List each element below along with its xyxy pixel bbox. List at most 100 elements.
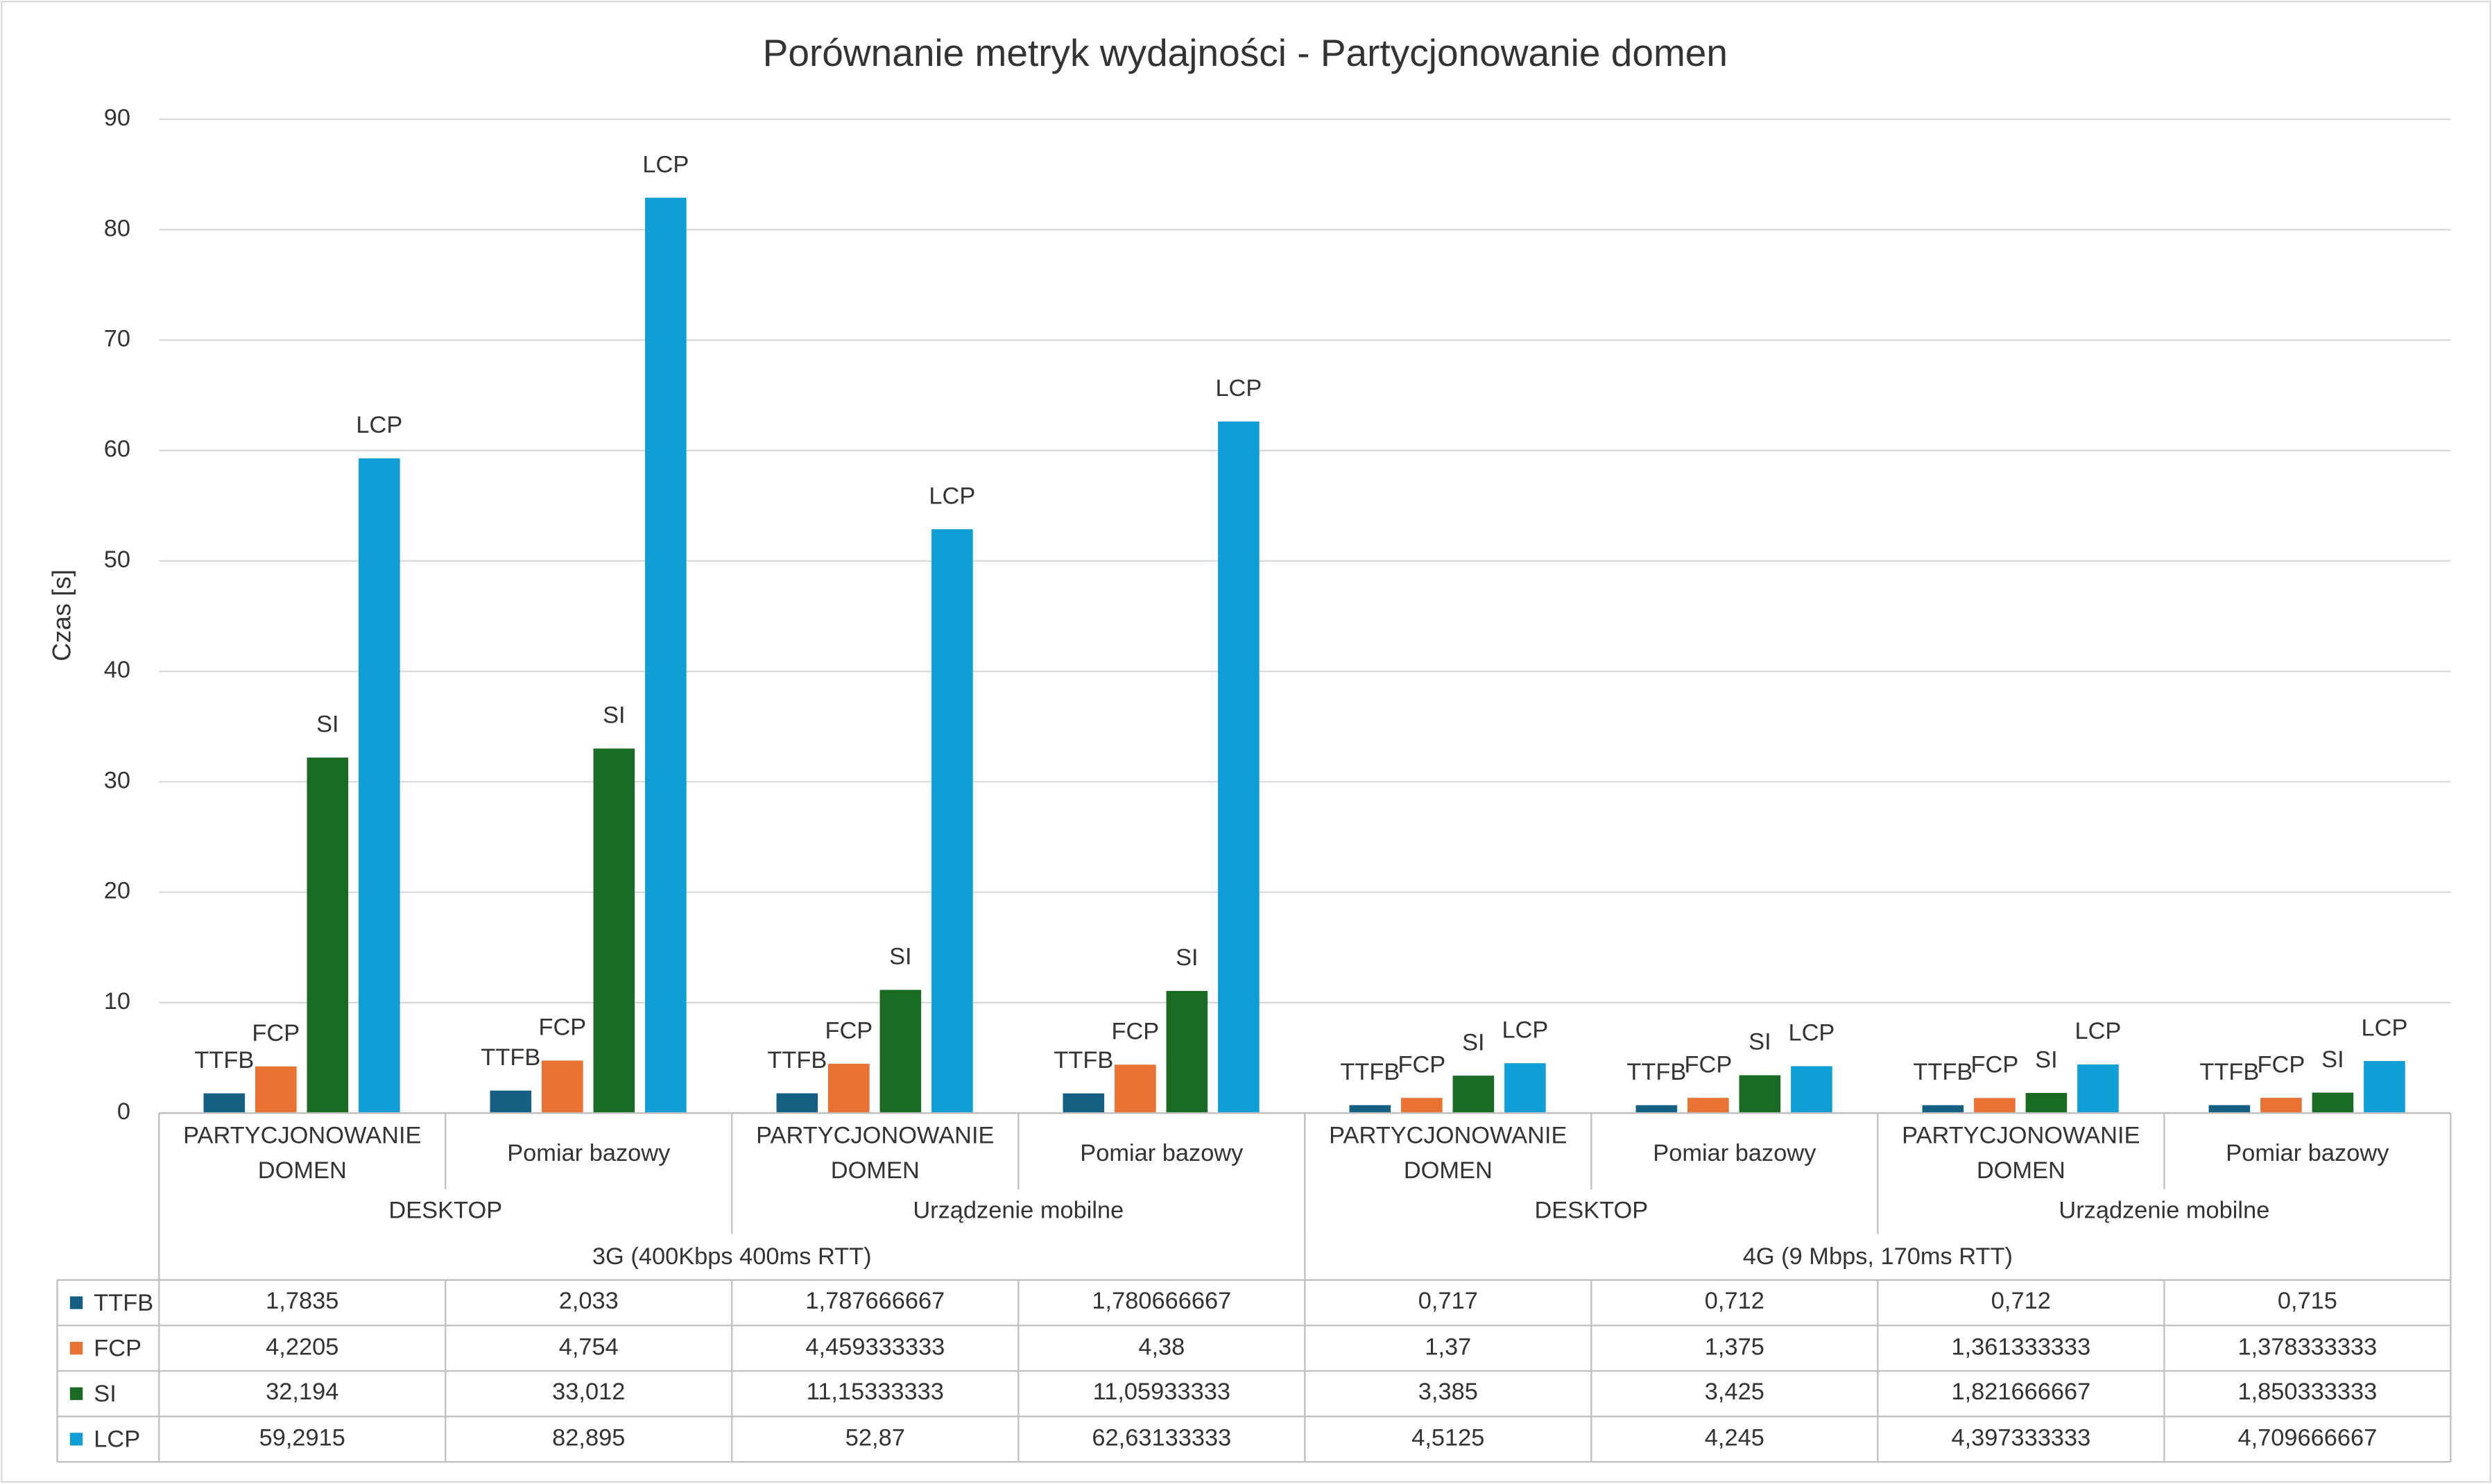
bar-label: LCP — [1215, 375, 1262, 402]
bar — [255, 1066, 297, 1114]
bar-label: LCP — [2074, 1018, 2121, 1044]
bar — [1504, 1063, 1546, 1114]
cell-box: 4,2205 — [266, 1334, 338, 1361]
category-label: Pomiar bazowy — [2226, 1140, 2389, 1168]
table-value: 0,712 — [1991, 1288, 2051, 1315]
y-tick-label: 60 — [104, 436, 130, 463]
bar — [776, 1093, 818, 1114]
bar-label: LCP — [642, 151, 689, 178]
bar — [542, 1060, 583, 1114]
cell-box: Urządzenie mobilne — [2059, 1197, 2270, 1225]
bar-label: TTFB — [1340, 1059, 1400, 1085]
legend-swatch — [69, 1296, 83, 1309]
group-label: 4G (9 Mbps, 170ms RTT) — [1742, 1242, 2013, 1270]
bar — [1922, 1105, 1964, 1114]
cell-box: Urządzenie mobilne — [913, 1198, 1124, 1225]
bar — [1401, 1098, 1443, 1114]
cell-box: 1,378333333 — [2237, 1334, 2378, 1361]
table-value: 0,717 — [1418, 1288, 1478, 1315]
table-value: 59,2915 — [259, 1424, 345, 1452]
table-value: 11,05933333 — [1092, 1379, 1230, 1407]
cell-box: 4G (9 Mbps, 170ms RTT) — [1742, 1242, 2013, 1270]
table-value: 1,821666667 — [1951, 1379, 2091, 1407]
bar — [1452, 1076, 1495, 1114]
category-label: PARTYCJONOWANIE DOMEN — [1902, 1122, 2140, 1185]
table-value: 2,033 — [558, 1288, 619, 1315]
table-value: 11,15333333 — [806, 1379, 944, 1407]
bar-label: SI — [2035, 1046, 2057, 1073]
bar-label: LCP — [2362, 1015, 2408, 1041]
cell-box: 0,712 — [1704, 1288, 1764, 1315]
bar — [1687, 1098, 1729, 1114]
cell-box: 1,850333333 — [2237, 1379, 2378, 1407]
cell-box: PARTYCJONOWANIE DOMEN — [183, 1123, 421, 1184]
table-value: 0,712 — [1704, 1288, 1764, 1315]
cell-box: 4,709666667 — [2237, 1425, 2377, 1452]
table-value: 1,850333333 — [2237, 1379, 2378, 1407]
table-value: 4,754 — [558, 1334, 619, 1361]
y-tick-label: 80 — [104, 215, 130, 241]
bar-label: LCP — [356, 412, 402, 438]
table-value: 4,38 — [1138, 1334, 1185, 1361]
bar — [1166, 990, 1208, 1114]
table-value: 3,385 — [1418, 1379, 1478, 1407]
bar — [2260, 1098, 2302, 1114]
bar — [1218, 421, 1260, 1114]
cell-box: 0,717 — [1418, 1288, 1478, 1315]
bar-label: SI — [1462, 1029, 1484, 1055]
group-label: 3G (400Kbps 400ms RTT) — [592, 1242, 872, 1270]
table-value: 52,87 — [845, 1424, 905, 1452]
bar-label: FCP — [1398, 1051, 1445, 1078]
cell-box: DESKTOP — [1534, 1198, 1648, 1225]
y-tick-label: 50 — [104, 546, 130, 573]
cell-box: 3,425 — [1705, 1379, 1764, 1406]
bar — [828, 1064, 870, 1114]
bar-label: TTFB — [1054, 1047, 1113, 1073]
bar — [2025, 1093, 2068, 1114]
bar-label: TTFB — [2199, 1059, 2259, 1085]
bar-label: SI — [603, 702, 625, 729]
category-label: Pomiar bazowy — [1080, 1140, 1244, 1168]
cell-box: 11,05933333 — [1092, 1379, 1230, 1407]
cell-box: 1,787666667 — [805, 1288, 945, 1315]
category-label: PARTYCJONOWANIE DOMEN — [756, 1122, 995, 1185]
bar — [1635, 1105, 1678, 1114]
y-tick-label: 90 — [104, 105, 130, 131]
cell-box: Pomiar bazowy — [507, 1140, 670, 1167]
cell-box: 2,033 — [558, 1288, 619, 1315]
table-value: 1,378333333 — [2237, 1334, 2378, 1361]
legend-swatch — [69, 1387, 83, 1400]
bar — [359, 458, 400, 1114]
table-value: 1,7835 — [266, 1288, 339, 1315]
bar-label: SI — [2321, 1046, 2344, 1073]
bar-label: LCP — [1788, 1020, 1834, 1046]
table-value: 0,715 — [2277, 1288, 2337, 1315]
legend-swatch — [69, 1342, 83, 1355]
cell-box: 32,194 — [266, 1379, 339, 1407]
y-tick-label: 70 — [104, 326, 130, 352]
group-label: Urządzenie mobilne — [2059, 1197, 2270, 1225]
bar — [931, 529, 973, 1114]
bar-label: LCP — [929, 483, 975, 509]
bar-label: FCP — [252, 1020, 300, 1046]
y-tick-label: 20 — [104, 878, 130, 904]
category-label: Pomiar bazowy — [1653, 1140, 1816, 1168]
bar — [1739, 1075, 1781, 1114]
group-label: DESKTOP — [388, 1197, 503, 1225]
bar — [2077, 1064, 2119, 1114]
cell-box: 1,7835 — [266, 1288, 339, 1315]
legend-label: FCP — [94, 1336, 141, 1362]
table-value: 62,63133333 — [1092, 1424, 1232, 1452]
table-value: 4,245 — [1704, 1424, 1764, 1452]
legend-swatch — [69, 1433, 83, 1446]
cell-box: PARTYCJONOWANIE DOMEN — [1329, 1123, 1567, 1184]
table-value: 4,5125 — [1411, 1424, 1485, 1452]
table-value: 32,194 — [266, 1379, 339, 1407]
cell-box: PARTYCJONOWANIE DOMEN — [1902, 1122, 2140, 1185]
cell-box: 1,37 — [1425, 1334, 1471, 1361]
cell-box: 3,385 — [1418, 1379, 1478, 1407]
cell-box: 0,712 — [1991, 1288, 2051, 1315]
legend-label: TTFB — [94, 1290, 153, 1316]
cell-box: 4,38 — [1138, 1334, 1185, 1361]
